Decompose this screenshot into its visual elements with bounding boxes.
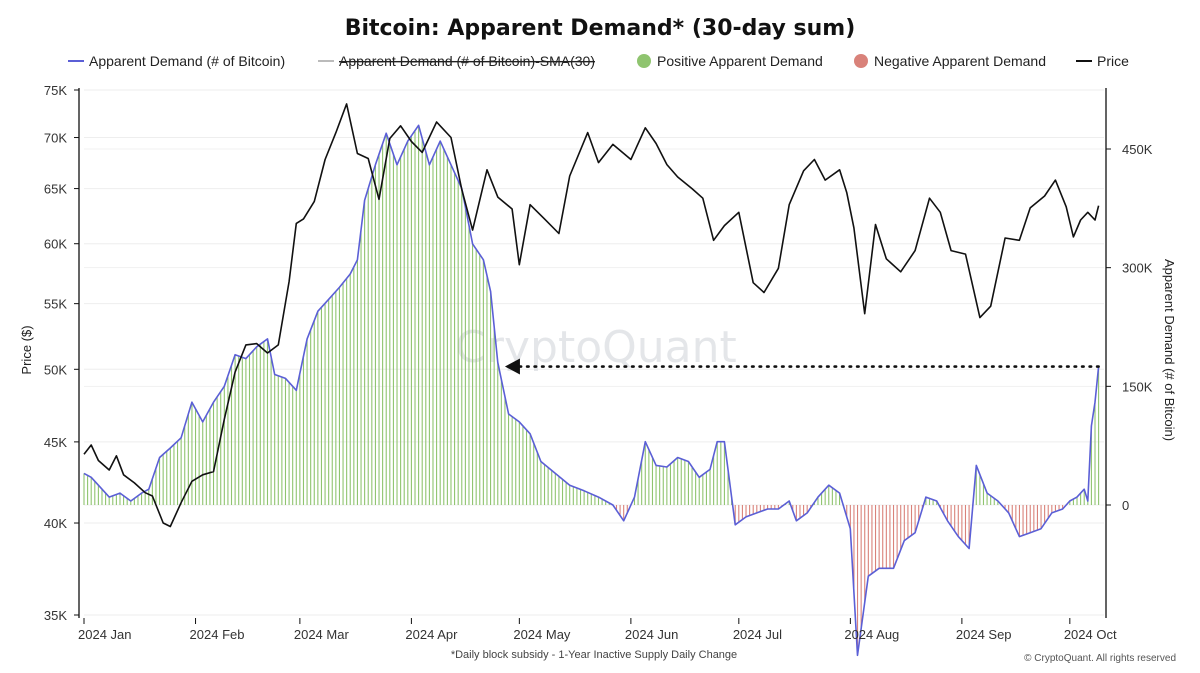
legend-item-4: Price [1076, 53, 1129, 69]
axes: 75K 70K 65K 60K 55K 50K 45K 40K 35K 450K 300K 150K 0… [44, 83, 1153, 642]
x-tick-1: 2024 Feb [190, 627, 245, 642]
demand-bars [83, 125, 1100, 656]
legend-item-0: Apparent Demand (# of Bitcoin) [68, 53, 285, 69]
series-lines [83, 103, 1100, 657]
y-tick-left-5: 50K [44, 362, 67, 377]
legend-label-1: Apparent Demand (# of Bitcoin)-SMA(30) [339, 53, 595, 69]
annotation-arrowhead [504, 358, 520, 375]
x-tick-7: 2024 Aug [844, 627, 899, 642]
legend-label-2: Positive Apparent Demand [657, 53, 823, 69]
x-tick-2: 2024 Mar [294, 627, 350, 642]
y-tick-left-8: 35K [44, 608, 67, 623]
x-tick-3: 2024 Apr [405, 627, 458, 642]
annotation [504, 358, 1100, 375]
y-tick-right-2: 150K [1122, 379, 1153, 394]
legend-item-1: Apparent Demand (# of Bitcoin)-SMA(30) [318, 53, 595, 69]
legend-label-0: Apparent Demand (# of Bitcoin) [89, 53, 285, 69]
y-tick-left-1: 70K [44, 131, 67, 146]
series-line-price [83, 103, 1100, 528]
y-tick-left-7: 40K [44, 516, 67, 531]
legend-label-4: Price [1097, 53, 1129, 69]
y-tick-left-6: 45K [44, 435, 67, 450]
y-tick-right-1: 300K [1122, 261, 1153, 276]
footnote: *Daily block subsidy - 1-Year Inactive S… [451, 649, 737, 661]
x-tick-8: 2024 Sep [956, 627, 1012, 642]
x-tick-9: 2024 Oct [1064, 627, 1117, 642]
copyright: © CryptoQuant. All rights reserved [1024, 653, 1176, 664]
y-tick-left-3: 60K [44, 237, 67, 252]
y-tick-left-2: 65K [44, 182, 67, 197]
y-tick-left-4: 55K [44, 297, 67, 312]
x-tick-0: 2024 Jan [78, 627, 132, 642]
legend-marker-2 [637, 54, 651, 68]
y-tick-right-0: 450K [1122, 142, 1153, 157]
legend-marker-3 [854, 54, 868, 68]
y-axis-right-title: Apparent Demand (# of Bitcoin) [1162, 259, 1177, 441]
chart-title: Bitcoin: Apparent Demand* (30-day sum) [345, 16, 856, 41]
y-axis-left-title: Price ($) [19, 325, 34, 374]
legend-label-3: Negative Apparent Demand [874, 53, 1046, 69]
y-tick-right-3: 0 [1122, 498, 1129, 513]
legend: Apparent Demand (# of Bitcoin) Apparent D… [68, 53, 1129, 69]
x-tick-4: 2024 May [513, 627, 571, 642]
x-tick-5: 2024 Jun [625, 627, 679, 642]
x-tick-6: 2024 Jul [733, 627, 782, 642]
watermark: CryptoQuant [455, 322, 737, 373]
legend-item-2: Positive Apparent Demand [637, 53, 823, 69]
series-line-apparent-demand [83, 124, 1100, 657]
legend-item-3: Negative Apparent Demand [854, 53, 1046, 69]
y-tick-left-0: 75K [44, 83, 67, 98]
